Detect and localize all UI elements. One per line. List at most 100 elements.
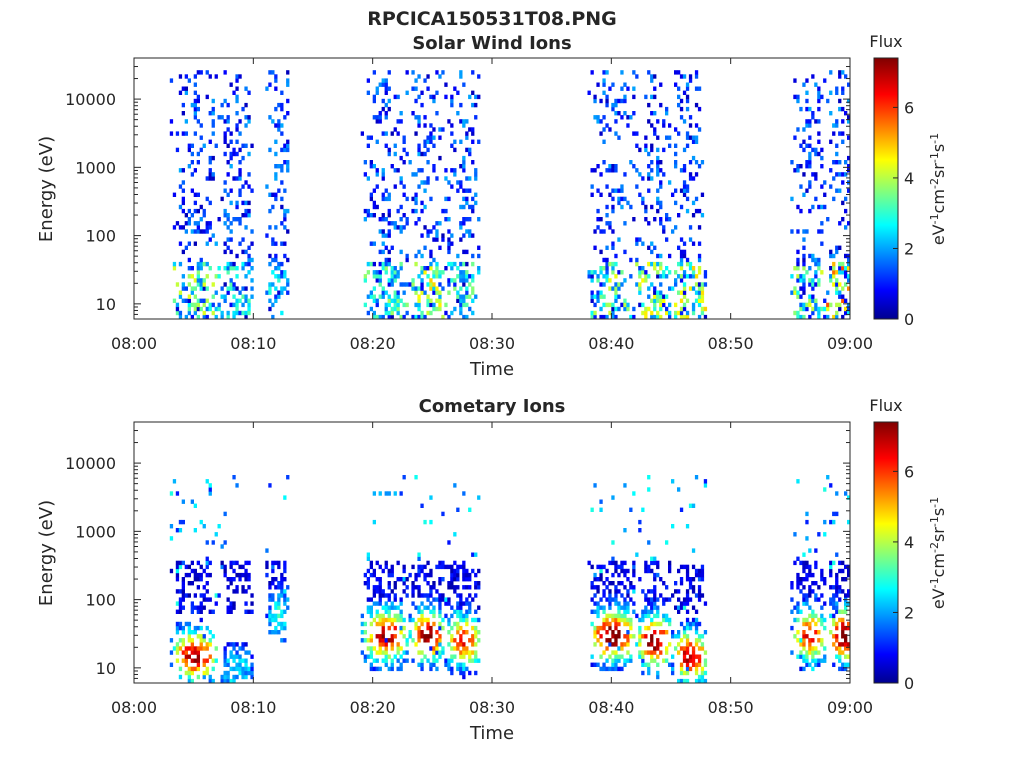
spectrogram-cell: [811, 638, 815, 643]
spectrogram-cell: [626, 306, 630, 312]
spectrogram-cell: [366, 294, 370, 299]
spectrogram-cell: [623, 617, 627, 623]
spectrogram-cell: [241, 642, 245, 647]
spectrogram-cell: [802, 286, 806, 291]
spectrogram-cell: [283, 225, 287, 230]
spectrogram-cell: [611, 613, 615, 619]
spectrogram-cell: [614, 282, 618, 287]
spectrogram-cell: [608, 278, 612, 283]
spectrogram-cell: [268, 261, 272, 267]
spectrogram-cell: [590, 507, 594, 512]
spectrogram-cell: [384, 646, 388, 651]
spectrogram-cell: [396, 208, 400, 214]
spectrogram-cell: [184, 90, 188, 95]
spectrogram-cell: [602, 282, 606, 287]
spectrogram-cell: [193, 310, 197, 316]
spectrogram-cell: [429, 609, 433, 614]
spectrogram-cell: [835, 577, 839, 582]
spectrogram-cell: [360, 613, 364, 619]
spectrogram-cell: [650, 650, 654, 655]
spectrogram-cell: [623, 94, 627, 100]
spectrogram-cell: [372, 601, 376, 606]
spectrogram-cell: [384, 270, 388, 275]
spectrogram-cell: [796, 479, 800, 484]
spectrogram-cell: [817, 229, 821, 234]
spectrogram-cell: [462, 617, 466, 623]
spectrogram-cell: [668, 270, 672, 275]
spectrogram-cell: [617, 111, 621, 116]
spectrogram-cell: [169, 662, 174, 667]
spectrogram-cell: [393, 290, 397, 295]
spectrogram-cell: [805, 536, 809, 541]
spectrogram-cell: [691, 605, 696, 610]
spectrogram-cell: [387, 638, 391, 643]
spectrogram-cell: [808, 208, 812, 214]
spectrogram-cell: [465, 119, 469, 124]
spectrogram-cell: [411, 70, 415, 75]
spectrogram-cell: [811, 310, 815, 316]
spectrogram-cell: [691, 213, 696, 218]
spectrogram-cell: [190, 172, 194, 177]
spectrogram-cell: [796, 310, 800, 316]
spectrogram-cell: [856, 614, 859, 618]
spectrogram-cell: [363, 581, 367, 586]
spectrogram-cell: [271, 630, 275, 635]
spectrogram-cell: [250, 286, 254, 291]
spectrogram-cell: [426, 597, 430, 602]
spectrogram-cell: [196, 274, 200, 279]
spectrogram-cell: [283, 208, 287, 214]
spectrogram-cell: [465, 572, 469, 578]
spectrogram-cell: [614, 589, 618, 594]
spectrogram-cell: [420, 270, 424, 275]
spectrogram-cell: [474, 94, 478, 100]
spectrogram-cell: [691, 310, 696, 316]
spectrogram-cell: [841, 270, 845, 275]
spectrogram-cell: [223, 213, 227, 218]
spectrogram-cell: [402, 282, 406, 287]
spectrogram-cell: [617, 654, 621, 659]
spectrogram-cell: [802, 192, 806, 197]
spectrogram-cell: [691, 585, 696, 590]
spectrogram-cell: [623, 613, 627, 619]
spectrogram-cell: [286, 111, 290, 116]
spectrogram-cell: [432, 306, 436, 312]
spectrogram-cell: [835, 270, 839, 275]
spectrogram-cell: [190, 581, 194, 586]
spectrogram-cell: [396, 168, 400, 173]
spectrogram-cell: [438, 294, 442, 299]
spectrogram-cell: [656, 572, 660, 578]
spectrogram-cell: [477, 245, 481, 250]
spectrogram-cell: [662, 658, 666, 663]
spectrogram-cell: [688, 176, 693, 181]
spectrogram-cell: [187, 78, 191, 83]
spectrogram-cell: [229, 678, 233, 683]
spectrogram-cell: [247, 609, 251, 614]
spectrogram-cell: [387, 261, 391, 267]
spectrogram-cell: [805, 593, 809, 598]
spectrogram-cell: [223, 646, 227, 651]
spectrogram-cell: [459, 642, 463, 647]
spectrogram-cell: [375, 560, 379, 566]
spectrogram-cell: [811, 646, 815, 651]
spectrogram-cell: [650, 241, 654, 246]
spectrogram-cell: [417, 249, 421, 255]
spectrogram-cell: [632, 560, 636, 566]
spectrogram-cell: [366, 261, 370, 267]
spectrogram-cell: [647, 245, 651, 250]
spectrogram-cell: [674, 589, 678, 594]
spectrogram-cell: [682, 678, 687, 683]
spectrogram-cell: [650, 605, 654, 610]
spectrogram-cell: [838, 666, 842, 672]
spectrogram-cell: [375, 298, 379, 303]
spectrogram-cell: [411, 589, 415, 594]
spectrogram-cell: [856, 610, 859, 614]
spectrogram-cell: [387, 298, 391, 303]
spectrogram-cell: [805, 621, 809, 627]
spectrogram-cell: [366, 638, 370, 643]
spectrogram-cell: [393, 294, 397, 299]
spectrogram-cell: [626, 115, 630, 120]
spectrogram-cell: [653, 294, 657, 299]
spectrogram-cell: [662, 613, 666, 619]
spectrogram-cell: [241, 261, 245, 267]
spectrogram-cell: [632, 609, 636, 614]
